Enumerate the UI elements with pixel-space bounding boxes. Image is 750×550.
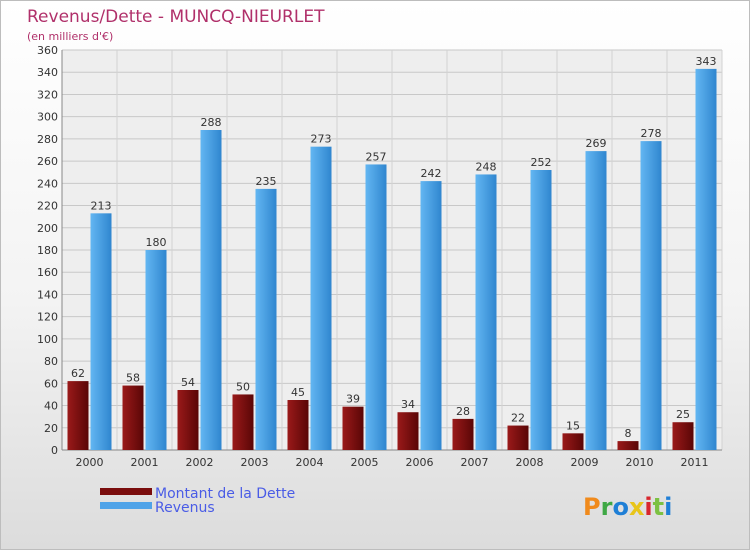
bar-revenus (365, 164, 387, 450)
grid-lines (61, 49, 723, 451)
data-label: 25 (676, 408, 690, 421)
y-tick-label: 180 (37, 244, 58, 257)
data-label: 242 (421, 167, 442, 180)
bar-revenus (695, 68, 717, 450)
x-tick-label: 2000 (76, 456, 104, 469)
x-tick-label: 2009 (571, 456, 599, 469)
data-label: 54 (181, 376, 195, 389)
data-label: 34 (401, 398, 415, 411)
data-label: 39 (346, 393, 360, 406)
y-tick-label: 320 (37, 88, 58, 101)
legend-swatch (100, 502, 152, 509)
x-tick-label: 2010 (626, 456, 654, 469)
bar-revenus (145, 250, 167, 450)
data-label: 62 (71, 367, 85, 380)
legend-label: Revenus (155, 500, 215, 516)
bar-dette (67, 381, 89, 450)
bar-dette (452, 418, 474, 450)
x-tick-label: 2002 (186, 456, 214, 469)
data-label: 278 (641, 127, 662, 140)
bar-revenus (255, 188, 277, 450)
data-label: 28 (456, 405, 470, 418)
data-label: 257 (366, 150, 387, 163)
data-label: 273 (311, 133, 332, 146)
data-label: 252 (531, 156, 552, 169)
data-label: 269 (586, 137, 607, 150)
y-tick-label: 240 (37, 177, 58, 190)
logo-letter: P (583, 493, 601, 521)
data-label: 288 (201, 116, 222, 129)
bar-dette (617, 441, 639, 450)
y-tick-label: 140 (37, 288, 58, 301)
bar-revenus (475, 174, 497, 450)
bars-group: 62 213 58 180 54 288 50 235 45 273 39 257 34 242 28 248… (67, 55, 717, 450)
bar-revenus (200, 130, 222, 450)
data-label: 45 (291, 386, 305, 399)
y-tick-label: 120 (37, 311, 58, 324)
logo-letter: i (644, 493, 652, 521)
data-label: 248 (476, 160, 497, 173)
logo-letter: x (629, 493, 645, 521)
logo-letter: t (653, 493, 664, 521)
logo-letter: i (664, 493, 672, 521)
bar-dette (672, 422, 694, 450)
bar-revenus (530, 170, 552, 450)
y-tick-label: 340 (37, 66, 58, 79)
bar-dette (177, 390, 199, 450)
data-label: 22 (511, 412, 525, 425)
y-tick-label: 280 (37, 133, 58, 146)
bar-revenus (585, 151, 607, 450)
chart-subtitle: (en milliers d'€) (27, 30, 113, 43)
y-tick-label: 40 (44, 400, 58, 413)
y-tick-label: 0 (51, 444, 58, 457)
logo-letter: o (612, 493, 629, 521)
bar-revenus (90, 213, 112, 450)
logo-letter: r (601, 493, 613, 521)
legend-swatch (100, 488, 152, 495)
bar-dette (232, 394, 254, 450)
y-tick-label: 360 (37, 44, 58, 57)
bar-dette (122, 385, 144, 450)
y-tick-label: 200 (37, 222, 58, 235)
data-label: 58 (126, 372, 140, 385)
y-tick-label: 220 (37, 200, 58, 213)
y-tick-label: 160 (37, 266, 58, 279)
legend-label: Montant de la Dette (155, 486, 295, 502)
bar-dette (397, 412, 419, 450)
x-tick-label: 2001 (131, 456, 159, 469)
data-label: 213 (91, 199, 112, 212)
bar-dette (342, 406, 364, 450)
x-tick-label: 2007 (461, 456, 489, 469)
x-tick-label: 2004 (296, 456, 324, 469)
x-tick-label: 2005 (351, 456, 379, 469)
y-tick-label: 20 (44, 422, 58, 435)
data-label: 343 (696, 55, 717, 68)
proxiti-logo: Proxiti (583, 493, 672, 521)
x-tick-label: 2011 (681, 456, 709, 469)
y-tick-label: 80 (44, 355, 58, 368)
data-label: 180 (146, 236, 167, 249)
x-tick-label: 2003 (241, 456, 269, 469)
y-tick-label: 100 (37, 333, 58, 346)
bar-dette (562, 433, 584, 450)
y-tick-label: 260 (37, 155, 58, 168)
bar-revenus (420, 181, 442, 450)
x-tick-label: 2008 (516, 456, 544, 469)
data-label: 50 (236, 380, 250, 393)
bar-dette (507, 425, 529, 450)
bar-dette (287, 400, 309, 450)
y-axis-ticks: 0 20 40 60 80 100 120 140 160 180 200 220 240 260 280 3… (37, 44, 58, 457)
x-axis-ticks: 2000 2001 2002 2003 2004 2005 2006 2007 2008 2009… (76, 456, 709, 469)
data-label: 15 (566, 419, 580, 432)
bar-revenus (640, 141, 662, 450)
y-tick-label: 60 (44, 377, 58, 390)
data-label: 8 (625, 427, 632, 440)
x-tick-label: 2006 (406, 456, 434, 469)
data-label: 235 (256, 175, 277, 188)
chart-title: Revenus/Dette - MUNCQ-NIEURLET (27, 7, 325, 27)
bar-revenus (310, 146, 332, 450)
y-tick-label: 300 (37, 111, 58, 124)
